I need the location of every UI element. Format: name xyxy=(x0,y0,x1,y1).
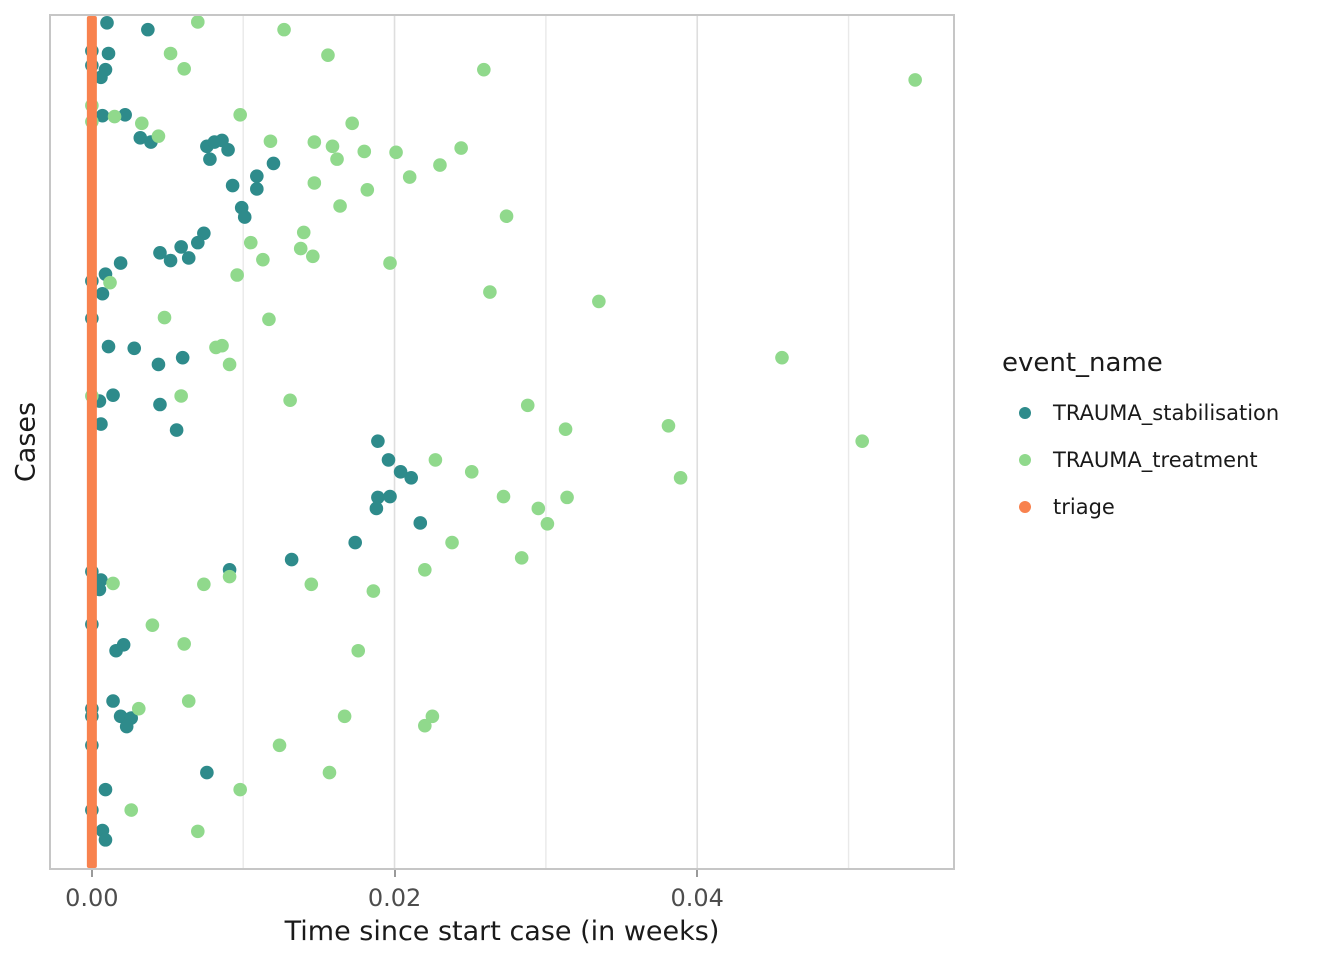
legend: event_name TRAUMA_stabilisation TRAUMA_t… xyxy=(1002,348,1279,543)
x-tick-mark xyxy=(696,870,699,877)
triage-dot-icon xyxy=(1019,501,1031,513)
legend-item-label: triage xyxy=(1053,495,1115,519)
scatter-plot-canvas xyxy=(85,16,922,868)
x-tick-label: 0.00 xyxy=(65,884,119,912)
stabilisation-dot-icon xyxy=(1019,407,1031,419)
legend-title: event_name xyxy=(1002,348,1163,378)
x-tick-label: 0.04 xyxy=(670,884,724,912)
y-axis-title: Cases xyxy=(10,401,42,483)
x-tick-mark xyxy=(393,870,396,877)
legend-item-triage: triage xyxy=(1002,495,1279,519)
x-tick-mark xyxy=(90,870,93,877)
treatment-dot-icon xyxy=(1019,454,1031,466)
legend-item-stabilisation: TRAUMA_stabilisation xyxy=(1002,401,1280,425)
plot-panel xyxy=(49,14,955,870)
x-axis-title: Time since start case (in weeks) xyxy=(284,916,720,947)
x-tick-label: 0.02 xyxy=(367,884,422,912)
legend-item-label: TRAUMA_stabilisation xyxy=(1053,401,1280,425)
legend-item-treatment: TRAUMA_treatment xyxy=(1002,448,1279,472)
legend-item-label: TRAUMA_treatment xyxy=(1053,448,1258,472)
